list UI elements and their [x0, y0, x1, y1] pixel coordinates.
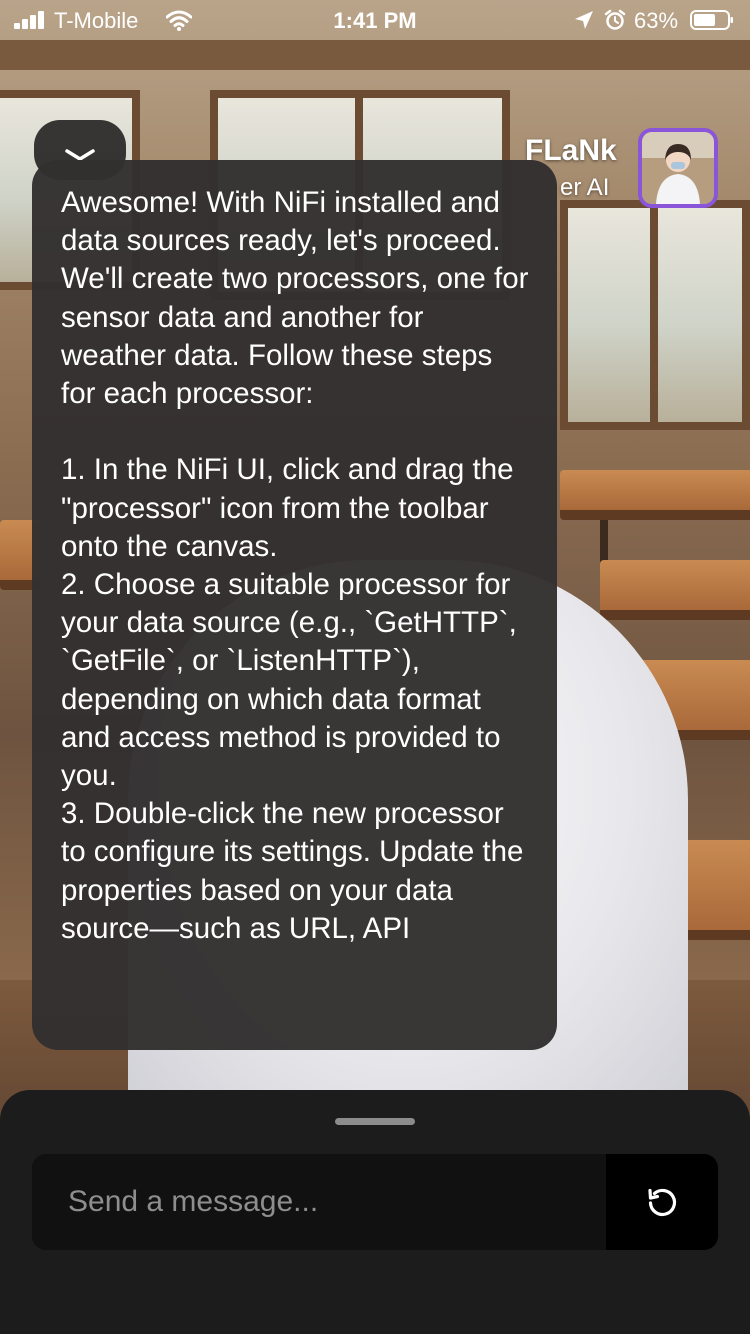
desk-leg	[600, 520, 608, 580]
status-time: 1:41 PM	[333, 8, 417, 33]
cellular-signal-icon	[14, 11, 48, 29]
carrier-name: T-Mobile	[54, 8, 139, 33]
window-frame	[650, 200, 658, 430]
message-bubble: Awesome! With NiFi installed and data so…	[32, 160, 557, 1050]
status-bar: T-Mobile 1:41 PM 63%	[0, 0, 750, 40]
character-subtitle: er AI	[560, 174, 610, 201]
alarm-clock-icon	[604, 9, 626, 30]
location-arrow-icon	[575, 11, 593, 29]
refresh-icon	[648, 1188, 677, 1216]
desk	[560, 470, 750, 520]
battery-icon	[690, 10, 733, 30]
composer-panel	[0, 1090, 750, 1334]
desk	[600, 560, 750, 620]
chevron-down-icon	[65, 149, 95, 161]
avatar-image	[642, 132, 714, 204]
drag-handle[interactable]	[335, 1118, 415, 1125]
avatar[interactable]	[638, 128, 718, 208]
composer-row	[32, 1154, 718, 1250]
battery-percent: 63%	[634, 8, 679, 33]
wifi-icon	[166, 10, 192, 31]
message-input[interactable]	[32, 1154, 606, 1250]
refresh-button[interactable]	[606, 1154, 718, 1250]
ceiling-beam	[0, 40, 750, 70]
